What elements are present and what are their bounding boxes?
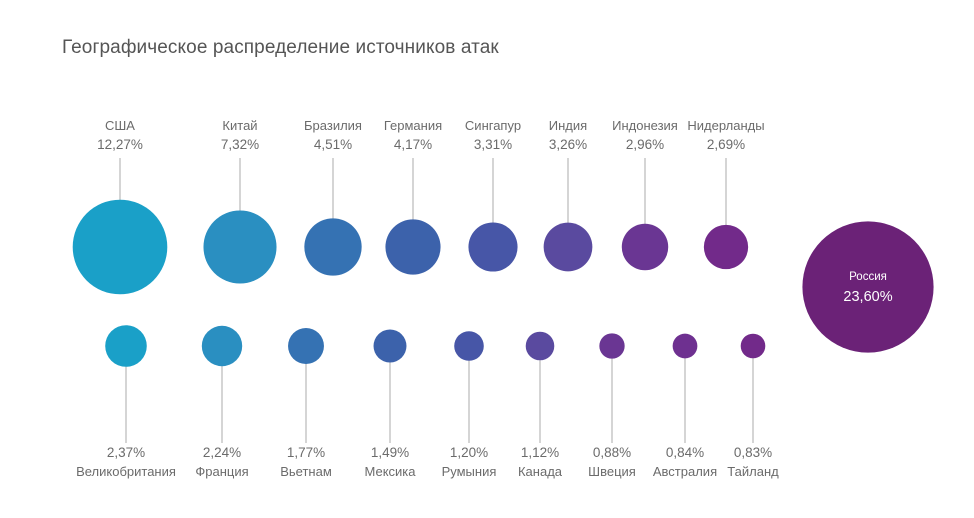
bubble [468, 222, 518, 272]
country-label: Китай [222, 118, 257, 133]
bubble [543, 222, 593, 272]
country-label: Бразилия [304, 118, 362, 133]
value-label: 0,83% [734, 445, 772, 460]
value-label: 4,51% [314, 137, 352, 152]
bubble [385, 219, 441, 275]
bubble [599, 333, 625, 359]
country-label: Тайланд [727, 464, 779, 479]
chart-title: Географическое распределение источников … [62, 37, 499, 58]
country-label: Румыния [442, 464, 497, 479]
value-label: 1,77% [287, 445, 325, 460]
value-label: 7,32% [221, 137, 259, 152]
value-label: 12,27% [97, 137, 143, 152]
value-label: 0,88% [593, 445, 631, 460]
bubble [304, 218, 362, 276]
country-label: Великобритания [76, 464, 176, 479]
bubble [703, 224, 749, 270]
bubble-featured [802, 221, 934, 353]
value-label: 2,96% [626, 137, 664, 152]
country-label: Сингапур [465, 118, 521, 133]
country-label: Мексика [364, 464, 416, 479]
bubble [72, 199, 168, 295]
value-label: 2,24% [203, 445, 241, 460]
bubble [621, 223, 669, 271]
country-label: США [105, 118, 135, 133]
value-label: 2,69% [707, 137, 745, 152]
value-label: 3,26% [549, 137, 587, 152]
country-label: Германия [384, 118, 442, 133]
country-label: Австралия [653, 464, 717, 479]
country-label: Индонезия [612, 118, 678, 133]
country-label: Швеция [588, 464, 636, 479]
bubble [201, 325, 243, 367]
value-label: 2,37% [107, 445, 145, 460]
country-label: Франция [195, 464, 248, 479]
value-label: 1,12% [521, 445, 559, 460]
country-label-featured: Россия [849, 271, 887, 283]
bubble [525, 331, 555, 361]
value-label: 3,31% [474, 137, 512, 152]
country-label: Нидерланды [687, 118, 764, 133]
value-label-featured: 23,60% [843, 289, 892, 305]
bubble [454, 331, 484, 361]
bubble [203, 210, 277, 284]
country-label: Индия [549, 118, 587, 133]
value-label: 0,84% [666, 445, 704, 460]
value-label: 1,20% [450, 445, 488, 460]
bubble [373, 329, 407, 363]
bubble [740, 333, 766, 359]
bubble [672, 333, 698, 359]
bubble [105, 325, 147, 367]
value-label: 1,49% [371, 445, 409, 460]
value-label: 4,17% [394, 137, 432, 152]
country-label: Вьетнам [280, 464, 332, 479]
country-label: Канада [518, 464, 563, 479]
bubble [288, 328, 324, 364]
